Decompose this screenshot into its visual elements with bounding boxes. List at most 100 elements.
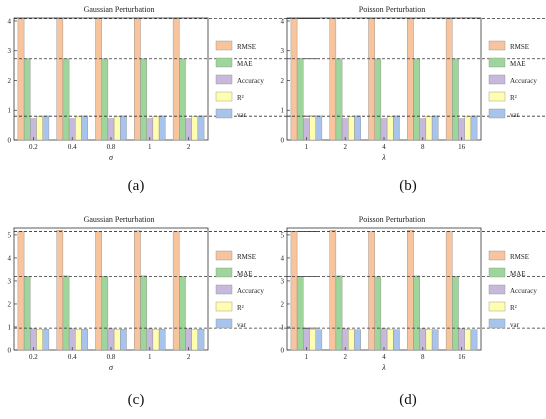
legend-swatch — [215, 91, 233, 102]
bar-accuracy — [380, 328, 388, 351]
bar-accuracy — [303, 118, 310, 141]
bar-mae — [140, 275, 147, 351]
bar-r2 — [386, 329, 394, 351]
x-tick-label: 8 — [421, 143, 425, 151]
x-tick-label: 2 — [343, 353, 347, 361]
bar-accuracy — [303, 328, 310, 351]
legend-label: R² — [237, 304, 244, 312]
y-tick-label: 1 — [8, 323, 12, 331]
bar-r2 — [113, 115, 121, 141]
x-tick-label: 16 — [458, 143, 466, 151]
legend-swatch — [488, 267, 506, 278]
bar-r2 — [386, 115, 394, 141]
legend-label: MAE — [510, 60, 526, 68]
bar-accuracy — [380, 118, 388, 141]
x-tick-label: 4 — [382, 353, 386, 361]
legend-label: R² — [237, 94, 244, 102]
bar-r2 — [309, 329, 316, 351]
legend-swatch — [488, 74, 506, 85]
bar-rmse — [95, 231, 102, 351]
bar-rmse — [329, 18, 337, 141]
bar-accuracy — [185, 328, 192, 351]
bar-rmse — [56, 230, 64, 351]
bar-r2 — [36, 115, 43, 141]
legend-swatch — [488, 40, 506, 51]
legend-label: MAE — [510, 270, 526, 278]
bar-mae — [140, 58, 147, 141]
bar-r2 — [191, 329, 199, 351]
bar-var — [354, 329, 361, 351]
bar-r2 — [152, 329, 160, 351]
bar-mae — [62, 275, 70, 351]
panel-3: Gaussian Perturbation 0 1 2 3 4 5 0.2 0.4 0.8 1 2 σ R… — [8, 215, 320, 372]
x-tick-label: 0.2 — [29, 143, 38, 151]
bar-accuracy — [146, 328, 154, 351]
legend-swatch — [215, 318, 233, 329]
bar-var — [470, 115, 478, 141]
bar-r2 — [75, 115, 82, 141]
bar-accuracy — [341, 328, 349, 351]
bar-var — [120, 329, 127, 351]
bar-r2 — [113, 329, 121, 351]
bar-mae — [23, 276, 31, 351]
legend-swatch — [488, 91, 506, 102]
bar-accuracy — [68, 118, 76, 141]
bar-rmse — [407, 230, 414, 351]
chart-title: Poisson Perturbation — [359, 5, 425, 14]
bar-r2 — [36, 329, 43, 351]
legend-label: R² — [510, 304, 517, 312]
bar-rmse — [56, 18, 64, 141]
bar-rmse — [445, 18, 453, 141]
x-axis-label: λ — [381, 153, 386, 162]
legend-swatch — [488, 284, 506, 295]
y-tick-label: 5 — [281, 231, 285, 239]
bar-accuracy — [68, 328, 76, 351]
bar-rmse — [407, 18, 414, 141]
bar-var — [393, 329, 400, 351]
x-tick-label: 0.4 — [68, 353, 77, 361]
legend-label: RMSE — [510, 43, 529, 51]
legend-label: Accuracy — [237, 77, 264, 85]
legend-swatch — [215, 74, 233, 85]
bar-r2 — [425, 115, 433, 141]
y-tick-label: 2 — [281, 300, 285, 308]
bar-accuracy — [458, 118, 465, 141]
x-axis-label: λ — [381, 363, 386, 372]
bar-var — [431, 115, 439, 141]
x-tick-label: 16 — [458, 353, 466, 361]
y-tick-label: 0 — [281, 137, 285, 145]
legend-swatch — [488, 301, 506, 312]
bar-var — [197, 329, 205, 351]
bar-accuracy — [341, 118, 349, 141]
y-tick-label: 3 — [8, 47, 12, 55]
legend-swatch — [488, 250, 506, 261]
bar-accuracy — [185, 118, 192, 141]
bar-var — [470, 329, 478, 351]
bar-mae — [374, 58, 382, 141]
legend-swatch — [215, 40, 233, 51]
x-tick-label: 0.4 — [68, 143, 77, 151]
y-tick-label: 0 — [8, 347, 12, 355]
chart-title: Gaussian Perturbation — [84, 215, 155, 224]
y-tick-label: 0 — [8, 137, 12, 145]
bar-r2 — [464, 329, 472, 351]
legend-label: RMSE — [510, 253, 529, 261]
bar-accuracy — [107, 328, 115, 351]
bar-var — [315, 329, 323, 351]
legend-swatch — [488, 108, 506, 119]
x-tick-label: 0.8 — [107, 353, 116, 361]
bar-var — [197, 115, 205, 141]
panel-caption: (a) — [128, 178, 145, 194]
bar-rmse — [172, 231, 180, 351]
y-tick-label: 1 — [281, 107, 285, 115]
bar-mae — [335, 275, 343, 351]
y-tick-label: 2 — [8, 77, 12, 85]
x-tick-label: 2 — [343, 143, 347, 151]
bar-accuracy — [30, 328, 37, 351]
legend-swatch — [488, 57, 506, 68]
bar-mae — [413, 275, 420, 351]
bar-rmse — [329, 230, 337, 351]
x-tick-label: 2 — [187, 143, 191, 151]
y-tick-label: 1 — [281, 323, 285, 331]
y-tick-label: 2 — [8, 300, 12, 308]
